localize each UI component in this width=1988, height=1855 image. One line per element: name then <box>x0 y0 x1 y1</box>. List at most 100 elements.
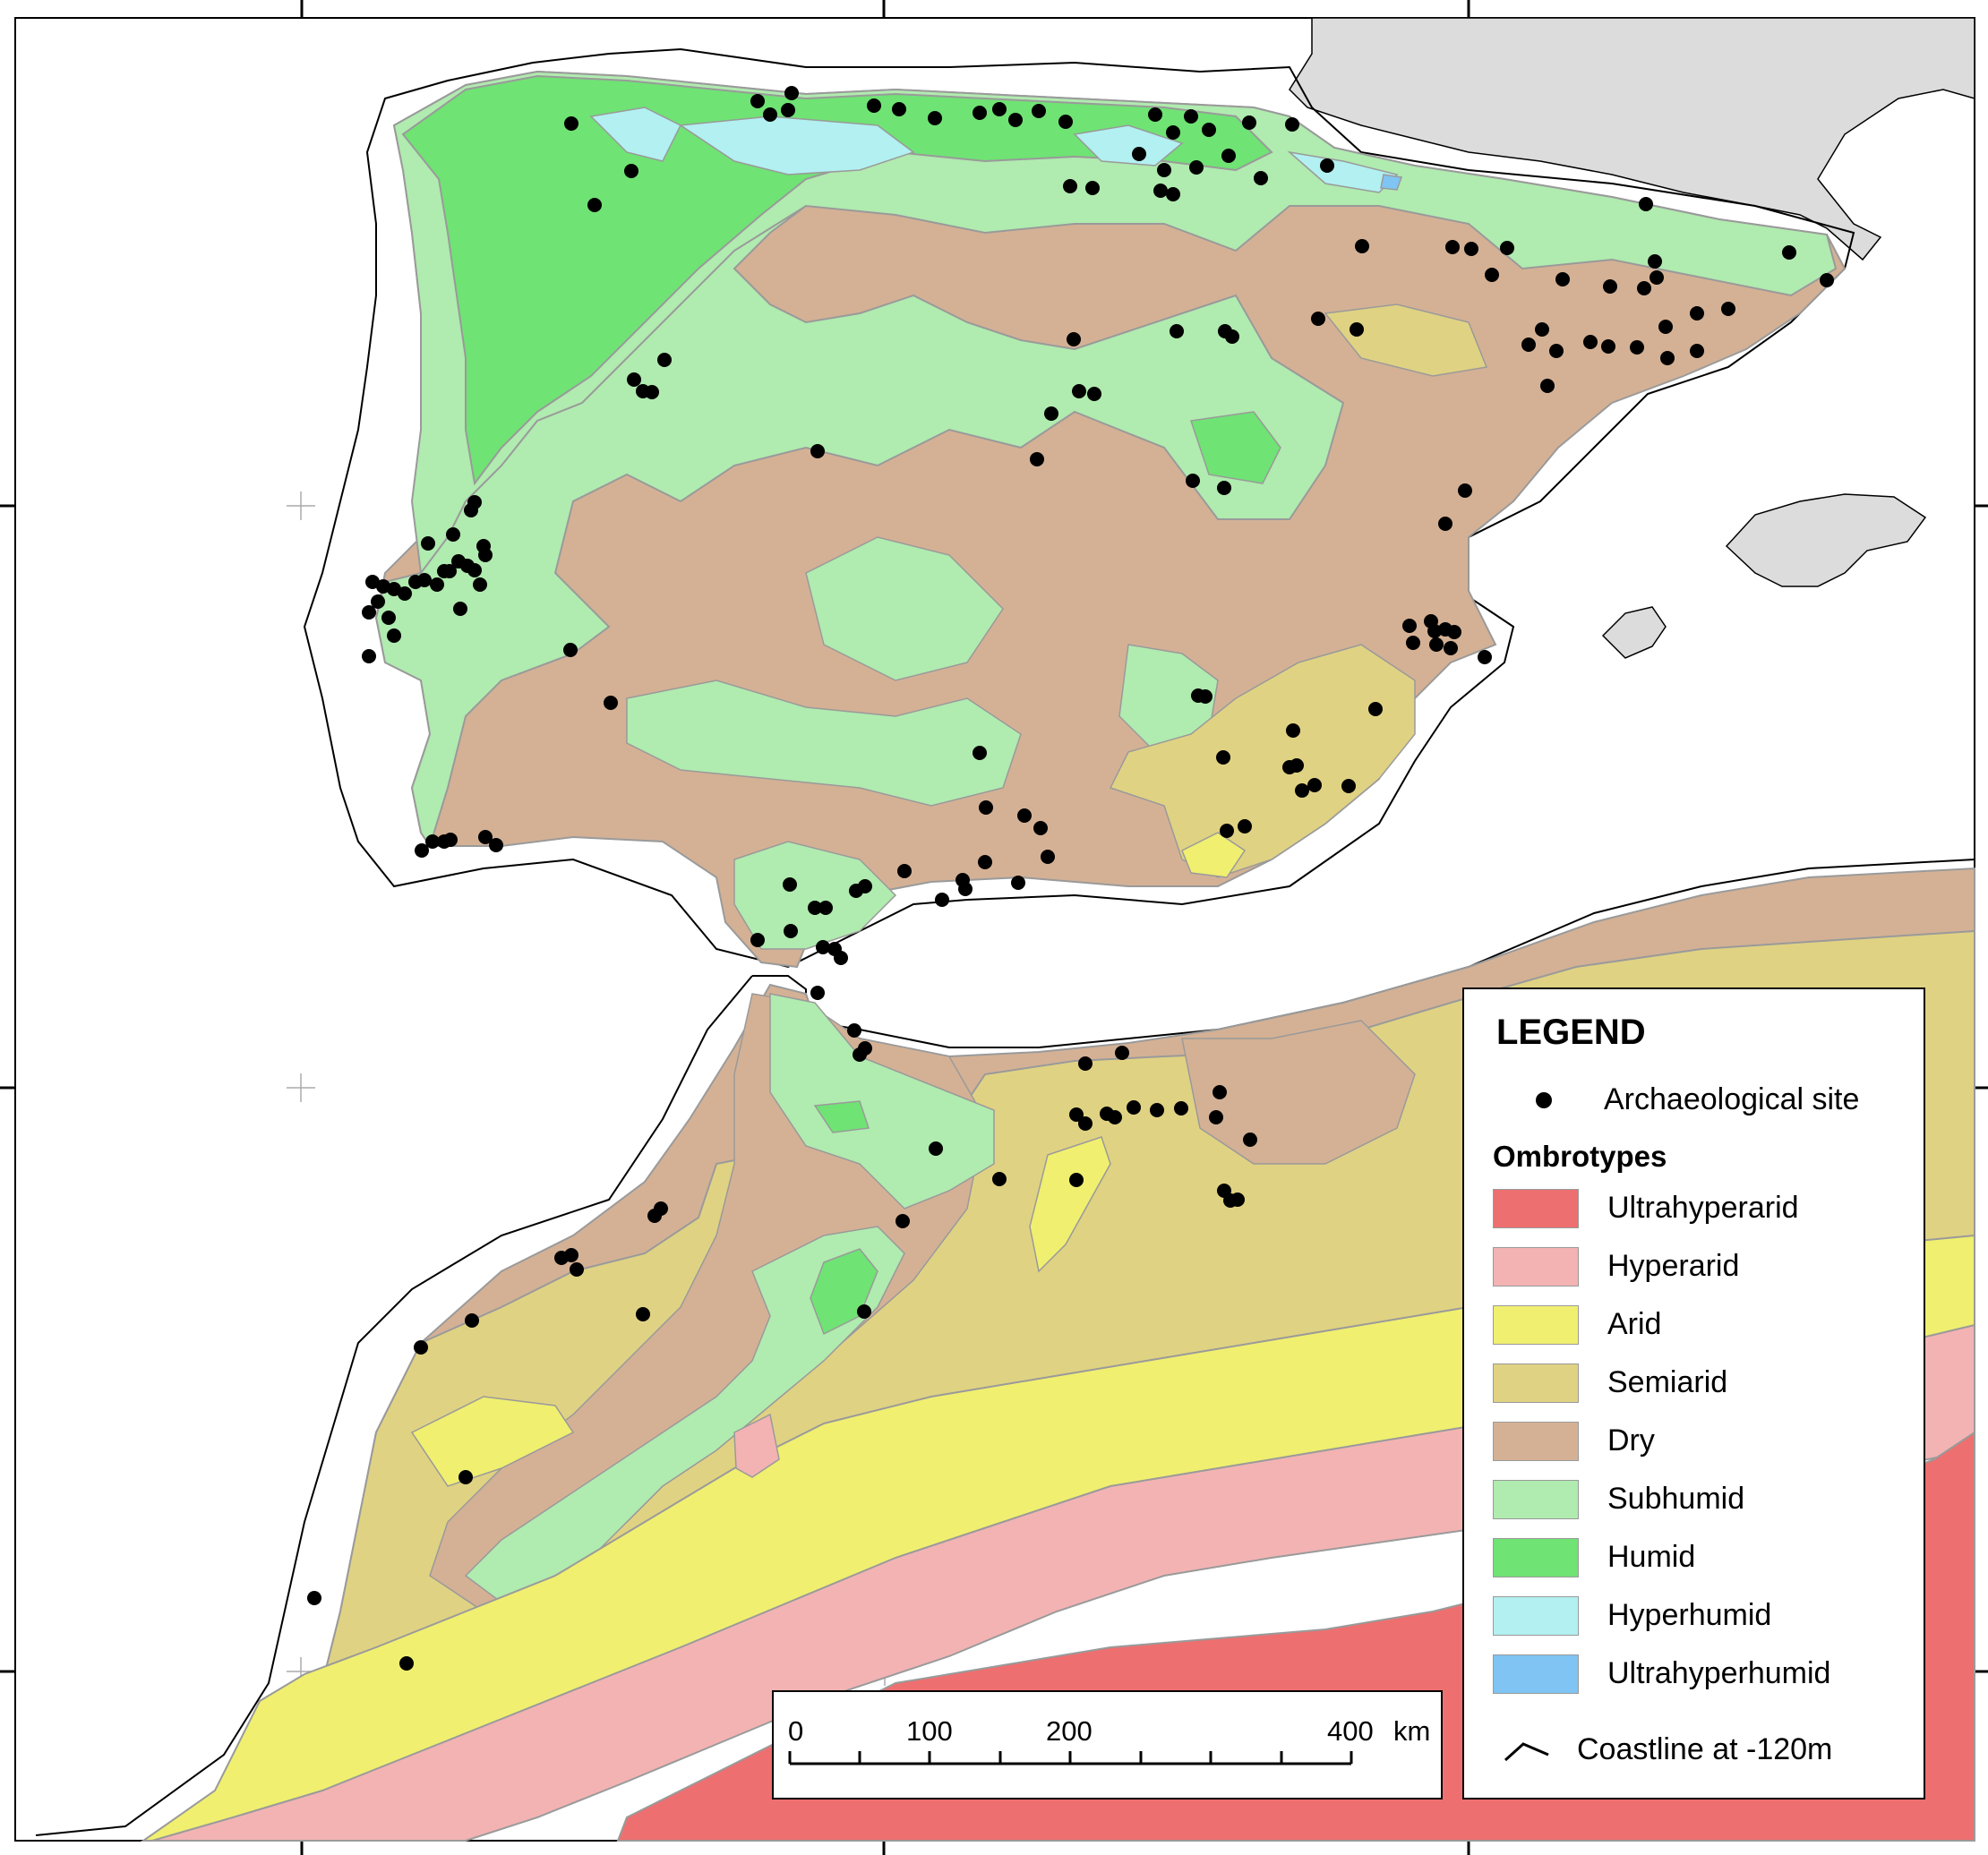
archaeological-site <box>1085 181 1100 195</box>
archaeological-site <box>892 102 906 116</box>
archaeological-site <box>1648 254 1662 269</box>
archaeological-site <box>1230 1192 1245 1207</box>
archaeological-site <box>979 800 993 815</box>
scale-label-200: 200 <box>1046 1715 1093 1747</box>
archaeological-site <box>1650 270 1664 285</box>
iberia-subhumid-andalusia <box>733 841 897 950</box>
archaeological-site <box>387 582 401 596</box>
legend-ombrotype-label: Hyperhumid <box>1607 1598 1772 1632</box>
archaeological-site <box>362 605 376 620</box>
legend-ombrotype-item: Humid <box>1464 1528 1924 1586</box>
archaeological-site <box>1017 808 1032 823</box>
iberia-subhumid-center <box>805 536 1004 681</box>
archaeological-site <box>430 577 444 592</box>
archaeological-site <box>750 94 765 108</box>
archaeological-site <box>1355 239 1369 253</box>
archaeological-site <box>489 838 503 852</box>
archaeological-site <box>1216 750 1230 765</box>
swatch-subhumid <box>1493 1479 1579 1519</box>
archaeological-site <box>1458 483 1472 498</box>
swatch-ultrahyperhumid <box>1493 1654 1579 1694</box>
archaeological-site <box>570 1262 584 1277</box>
archaeological-site <box>307 1591 321 1605</box>
legend-ombrotype-item: Hyperarid <box>1464 1237 1924 1295</box>
archaeological-site <box>1153 184 1168 198</box>
legend-ombrotype-item: Ultrahyperarid <box>1464 1179 1924 1237</box>
archaeological-site <box>1148 107 1162 122</box>
archaeological-site <box>408 575 423 589</box>
legend-coastline-label: Coastline at -120m <box>1577 1732 1833 1766</box>
archaeological-sites <box>307 86 1834 1671</box>
archaeological-site <box>645 385 659 399</box>
legend-ombrotype-label: Semiarid <box>1607 1365 1728 1399</box>
archaeological-site <box>1033 821 1048 835</box>
archaeological-site <box>1478 650 1492 664</box>
iberia-semiarid-ebro <box>1324 303 1488 377</box>
archaeological-site <box>425 834 440 849</box>
archaeological-site <box>816 940 830 954</box>
archaeological-site <box>421 536 435 551</box>
archaeological-site <box>784 86 799 100</box>
legend-ombrotype-item: Hyperhumid <box>1464 1586 1924 1645</box>
archaeological-site <box>750 933 765 947</box>
archaeological-site <box>1078 1116 1093 1131</box>
iberia-arid-almeria <box>1181 832 1247 878</box>
archaeological-site <box>1011 876 1025 890</box>
archaeological-site <box>362 649 376 663</box>
archaeological-site <box>810 986 825 1000</box>
archaeological-site <box>1108 1110 1122 1124</box>
legend-site-label: Archaeological site <box>1604 1082 1860 1116</box>
archaeological-site <box>1637 281 1651 295</box>
archaeological-site <box>371 594 385 609</box>
swatch-humid <box>1493 1537 1579 1577</box>
archaeological-site <box>1601 339 1615 354</box>
legend-ombrotype-item: Dry <box>1464 1412 1924 1470</box>
archaeological-site <box>1063 179 1077 193</box>
archaeological-site <box>1058 115 1073 129</box>
archaeological-site <box>1008 113 1023 127</box>
archaeological-site <box>808 901 822 915</box>
swatch-arid <box>1493 1304 1579 1345</box>
archaeological-site <box>1242 115 1256 130</box>
archaeological-site <box>1170 324 1184 338</box>
iberia-hyperhumid-patch-2 <box>678 115 915 175</box>
archaeological-site <box>1521 338 1536 352</box>
archaeological-site <box>1583 335 1598 349</box>
archaeological-site <box>1658 320 1673 334</box>
archaeological-site <box>473 577 487 592</box>
archaeological-site <box>465 1313 479 1328</box>
archaeological-site <box>1320 158 1334 173</box>
archaeological-site <box>387 628 401 643</box>
archaeological-site <box>464 503 478 517</box>
archaeological-site <box>564 1248 578 1262</box>
archaeological-site <box>1630 340 1644 355</box>
archaeological-site <box>1447 625 1461 639</box>
archaeological-site <box>858 1041 872 1056</box>
scale-bar-ruler <box>788 1751 1353 1765</box>
archaeological-site <box>587 198 602 212</box>
swatch-dry <box>1493 1421 1579 1461</box>
archaeological-site <box>1464 242 1478 256</box>
archaeological-site <box>1690 344 1704 358</box>
archaeological-site <box>478 830 493 844</box>
archaeological-site <box>1209 1110 1223 1124</box>
archaeological-site <box>1067 332 1081 346</box>
iberia-humid-northwest <box>401 74 1273 486</box>
archaeological-site <box>1311 312 1325 326</box>
archaeological-site <box>1243 1133 1257 1147</box>
legend-panel: LEGEND Archaeological site Ombrotypes Ul… <box>1462 987 1925 1799</box>
swatch-ultrahyperarid <box>1493 1188 1579 1228</box>
archaeological-site <box>1166 187 1180 201</box>
archaeological-site <box>1660 351 1675 365</box>
archaeological-site <box>1290 758 1304 773</box>
archaeological-site <box>897 864 912 878</box>
archaeological-site-icon <box>1536 1091 1552 1108</box>
archaeological-site <box>657 353 672 367</box>
legend-ombrotype-label: Subhumid <box>1607 1482 1745 1516</box>
archaeological-site <box>1427 624 1442 638</box>
archaeological-site <box>1174 1101 1188 1116</box>
archaeological-site <box>1639 197 1653 211</box>
archaeological-site <box>1087 387 1101 401</box>
archaeological-site <box>467 563 482 577</box>
